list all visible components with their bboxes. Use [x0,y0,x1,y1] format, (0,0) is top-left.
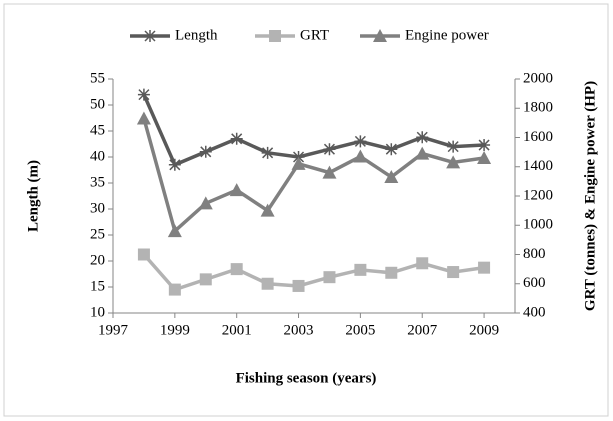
x-tick-label: 2003 [284,322,314,338]
y2-tick-label: 1600 [523,129,553,145]
y2-tick-label: 1200 [523,187,553,203]
y-tick-label: 50 [90,96,105,112]
y2-tick-label: 2000 [523,70,553,86]
marker [230,132,243,145]
marker [292,279,305,292]
legend-label: GRT [300,27,329,43]
marker [415,146,430,160]
marker [198,196,213,210]
y2-tick-label: 600 [523,275,546,291]
marker [137,248,150,261]
series-line [142,93,485,168]
marker [477,150,492,164]
x-tick-label: 2005 [345,322,375,338]
marker [384,169,399,183]
marker [168,283,181,296]
marker [261,146,274,159]
y-tick-label: 10 [90,304,105,320]
marker [354,263,367,276]
marker [354,135,367,148]
marker [168,158,181,171]
marker [385,143,398,156]
marker [416,131,429,144]
marker [353,149,368,163]
y2-tick-label: 1400 [523,158,553,174]
marker [322,165,337,179]
marker [291,156,306,170]
marker [136,111,151,125]
y-tick-label: 20 [90,252,105,268]
y-tick-label: 35 [90,174,105,190]
y2-tick-label: 400 [523,304,546,320]
y2-axis-title: GRT (tonnes) & Engine power (HP) [582,81,598,311]
y2-tick-label: 800 [523,246,546,262]
marker [137,88,150,101]
marker [144,30,156,42]
y2-tick-label: 1800 [523,100,553,116]
x-tick-label: 2009 [469,322,499,338]
marker [323,271,336,284]
marker [167,224,182,238]
x-tick-label: 2007 [407,322,438,338]
marker [199,273,212,286]
legend-label: Engine power [405,27,489,43]
marker [416,257,429,270]
chart-frame [3,3,609,417]
marker [323,143,336,156]
x-tick-label: 1997 [98,322,129,338]
y-tick-label: 40 [90,148,105,164]
x-tick-label: 1999 [160,322,190,338]
x-tick-label: 2001 [222,322,252,338]
marker [261,277,274,290]
marker [373,29,387,42]
marker [230,263,243,276]
legend-label: Length [175,27,218,43]
y-tick-label: 55 [90,70,105,86]
marker [260,203,275,217]
marker [478,261,491,274]
marker [447,266,460,279]
y2-tick-label: 1000 [523,217,553,233]
marker [446,155,461,169]
y-tick-label: 30 [90,200,105,216]
y-tick-label: 45 [90,122,105,138]
marker [269,30,281,42]
marker [447,140,460,153]
y-tick-label: 15 [90,278,105,294]
y-axis-title: Length (m) [25,160,41,232]
x-axis-title: Fishing season (years) [236,370,377,386]
marker [478,139,491,152]
marker [229,183,244,197]
marker [385,266,398,279]
y-tick-label: 25 [90,226,105,242]
marker [199,145,212,158]
